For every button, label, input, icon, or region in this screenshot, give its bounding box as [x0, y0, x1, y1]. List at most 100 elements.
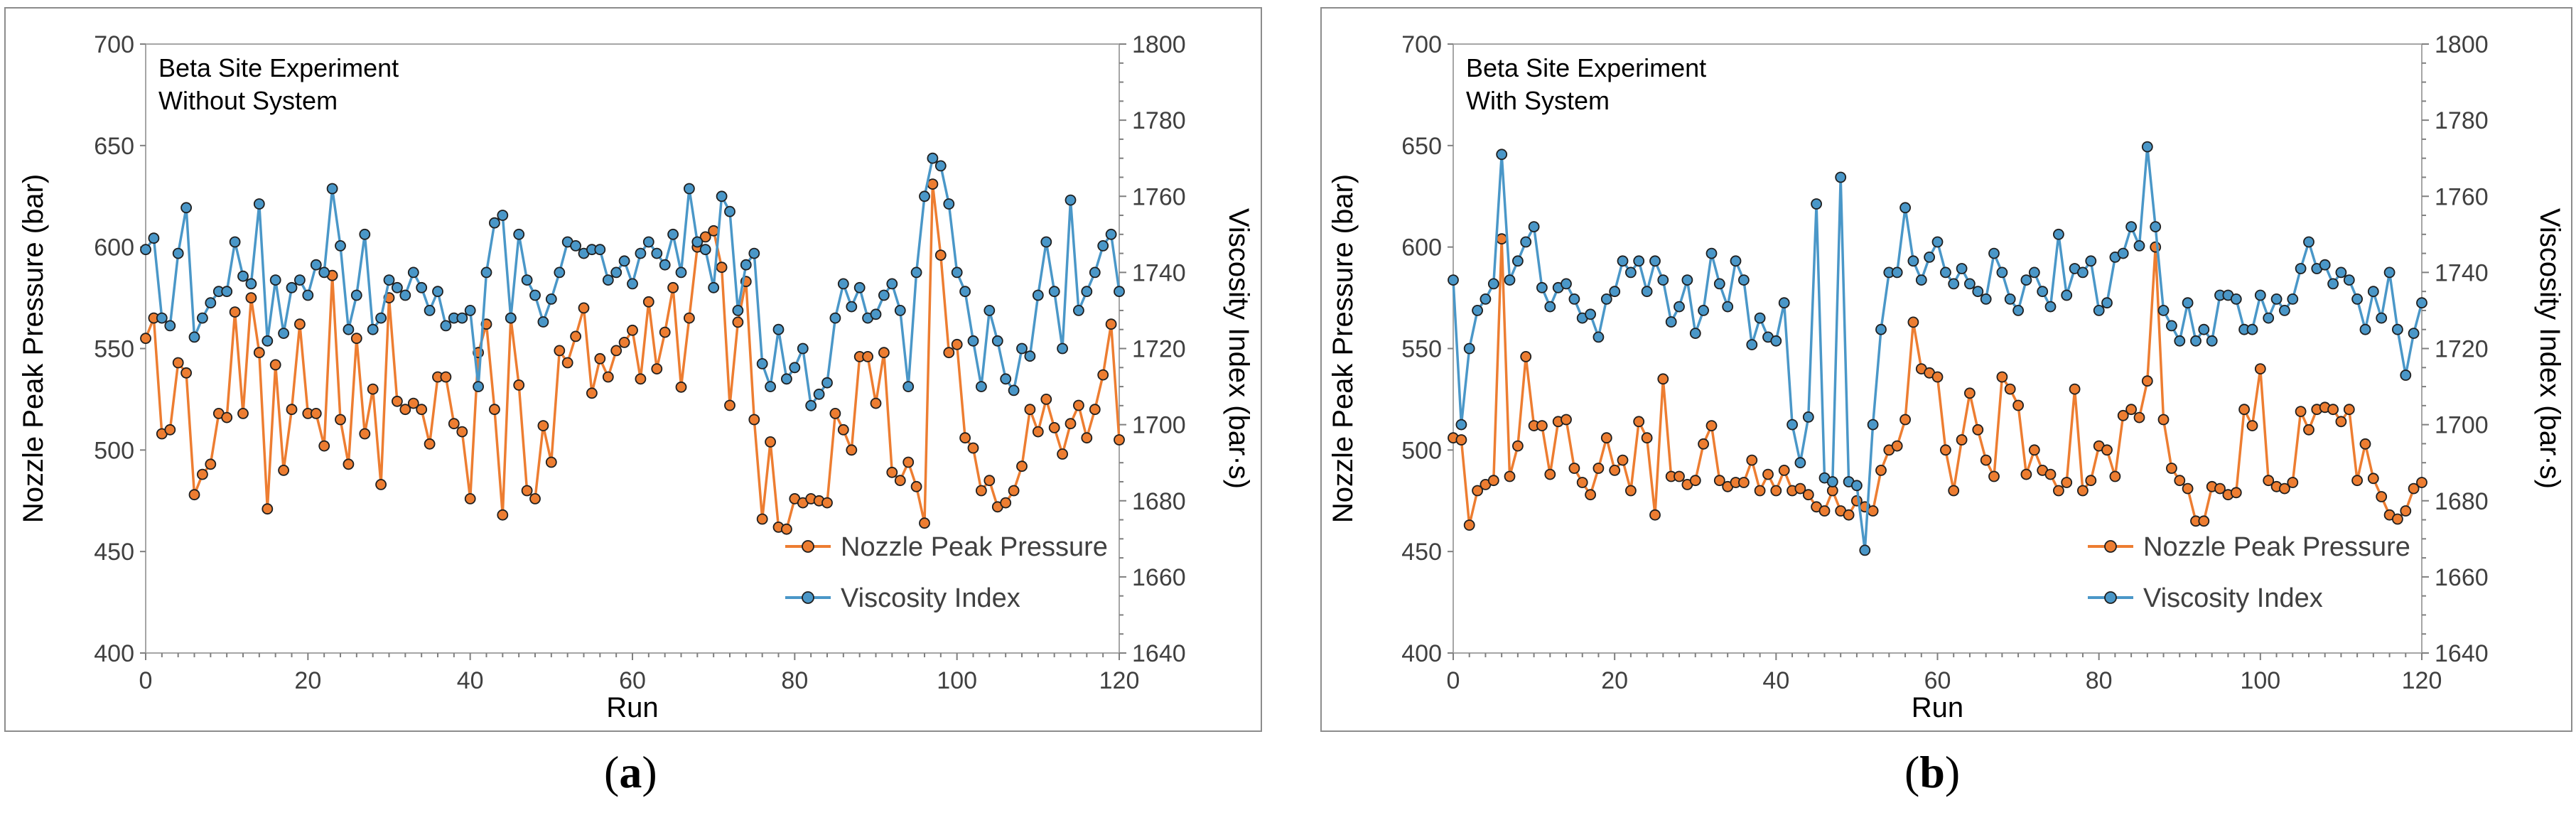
series-viscosity-index: [1448, 141, 2427, 556]
data-point: [2198, 515, 2210, 527]
data-point: [2206, 335, 2218, 347]
data-point: [1705, 420, 1718, 431]
data-point: [1794, 457, 1806, 469]
data-point: [1746, 339, 1758, 351]
data-point: [1105, 318, 1117, 330]
data-point: [919, 190, 930, 203]
data-point: [1008, 384, 1020, 396]
data-point: [902, 456, 915, 468]
data-point: [545, 293, 557, 305]
data-point: [205, 297, 217, 309]
legend-label: Viscosity Index: [841, 583, 1020, 613]
data-point: [140, 333, 151, 345]
data-point: [2230, 293, 2242, 305]
data-point: [1859, 544, 1871, 556]
series-nozzle-peak-pressure: [140, 178, 1125, 535]
data-point: [253, 198, 265, 210]
data-point: [513, 228, 525, 240]
data-point: [440, 371, 452, 383]
data-point: [2303, 424, 2314, 436]
data-point: [497, 509, 509, 521]
data-point: [765, 436, 776, 448]
data-point: [1032, 426, 1044, 438]
data-point: [1048, 286, 1060, 298]
data-point: [667, 228, 679, 240]
data-point: [2400, 505, 2412, 517]
data-point: [740, 259, 752, 271]
data-point: [1593, 463, 1605, 474]
data-point: [2061, 477, 2073, 488]
data-point: [221, 411, 233, 424]
data-point: [1609, 465, 1621, 476]
data-point: [1907, 316, 1919, 328]
data-point: [1057, 448, 1068, 460]
data-point: [489, 217, 500, 229]
data-point: [1948, 278, 1960, 290]
data-point: [2190, 335, 2202, 347]
y-right-tick-label: 1660: [2435, 564, 2489, 591]
data-point: [642, 296, 654, 308]
data-point: [2287, 293, 2299, 305]
data-point: [1600, 432, 1612, 444]
legend-marker: [802, 591, 814, 604]
data-point: [1617, 454, 1629, 466]
data-point: [1778, 297, 1790, 309]
data-point: [732, 304, 744, 316]
data-point: [1617, 255, 1629, 267]
data-point: [245, 292, 257, 304]
y-left-tick-label: 650: [1401, 133, 1442, 160]
data-point: [1040, 236, 1052, 248]
data-point: [140, 244, 151, 256]
data-point: [237, 270, 249, 282]
data-point: [570, 239, 581, 252]
y-right-axis-title: Viscosity Index (bar·s): [1223, 208, 1254, 489]
legend-label: Nozzle Peak Pressure: [841, 532, 1108, 562]
data-point: [237, 408, 249, 419]
data-point: [156, 312, 168, 324]
data-point: [927, 178, 939, 190]
x-tick-label: 60: [1924, 667, 1951, 694]
data-point: [164, 320, 176, 332]
y-left-tick-label: 500: [1401, 437, 1442, 464]
data-point: [570, 330, 581, 342]
data-point: [1585, 308, 1597, 320]
x-tick-label: 0: [1447, 667, 1460, 694]
data-point: [367, 383, 379, 395]
data-point: [2343, 274, 2355, 286]
data-point: [1472, 485, 1484, 497]
data-point: [886, 278, 898, 290]
data-point: [991, 335, 1003, 347]
data-point: [383, 274, 395, 286]
data-point: [1689, 475, 1701, 487]
x-tick-label: 100: [937, 667, 977, 694]
data-point: [1713, 475, 1725, 487]
data-point: [934, 160, 947, 172]
data-point: [1826, 476, 1838, 487]
data-point: [1016, 460, 1028, 473]
y-right-tick-label: 1720: [2435, 336, 2489, 363]
data-point: [699, 231, 711, 243]
data-point: [2109, 470, 2121, 482]
data-point: [1665, 316, 1677, 328]
data-point: [2408, 328, 2420, 340]
data-point: [1536, 281, 1548, 293]
data-point: [1504, 274, 1516, 286]
data-point: [684, 312, 695, 324]
chart-panel-b-frame: [1320, 7, 2572, 732]
data-point: [578, 302, 590, 314]
data-point: [910, 266, 922, 279]
data-point: [1996, 371, 2008, 383]
data-point: [1568, 463, 1580, 474]
data-point: [853, 281, 866, 293]
series-nozzle-peak-pressure: [1448, 233, 2427, 531]
data-point: [359, 228, 371, 240]
data-point: [164, 424, 176, 436]
data-point: [2246, 420, 2258, 431]
data-point: [976, 485, 987, 497]
data-point: [651, 247, 663, 259]
data-point: [870, 397, 882, 409]
data-point: [529, 493, 541, 505]
y-right-tick-label: 1780: [2435, 107, 2489, 134]
data-point: [1455, 434, 1467, 446]
data-point: [951, 266, 963, 279]
